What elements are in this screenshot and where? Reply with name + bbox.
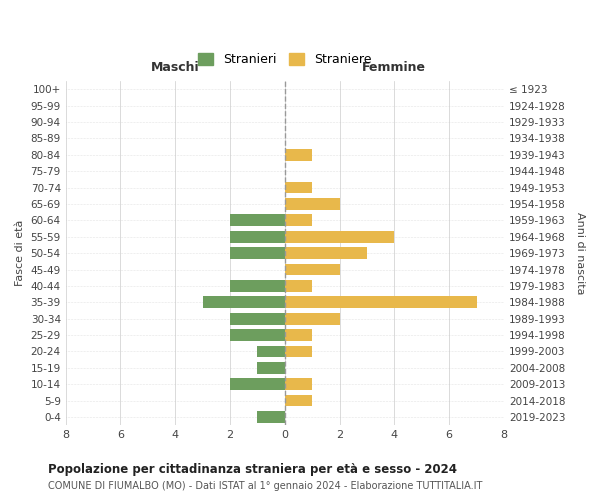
Bar [230, 378, 285, 390]
Bar [285, 231, 394, 242]
Bar [230, 231, 285, 242]
Bar [230, 313, 285, 324]
Legend: Stranieri, Straniere: Stranieri, Straniere [194, 50, 376, 70]
Bar [285, 346, 312, 358]
Bar [285, 198, 340, 210]
Bar [285, 329, 312, 341]
Bar [285, 280, 312, 292]
Text: Popolazione per cittadinanza straniera per età e sesso - 2024: Popolazione per cittadinanza straniera p… [48, 462, 457, 475]
Y-axis label: Fasce di età: Fasce di età [15, 220, 25, 286]
Bar [285, 247, 367, 259]
Bar [285, 214, 312, 226]
Bar [285, 264, 340, 276]
Text: COMUNE DI FIUMALBO (MO) - Dati ISTAT al 1° gennaio 2024 - Elaborazione TUTTITALI: COMUNE DI FIUMALBO (MO) - Dati ISTAT al … [48, 481, 482, 491]
Bar [230, 214, 285, 226]
Bar [285, 149, 312, 160]
Bar [285, 296, 476, 308]
Bar [230, 247, 285, 259]
Bar [257, 411, 285, 423]
Bar [285, 378, 312, 390]
Bar [230, 329, 285, 341]
Bar [203, 296, 285, 308]
Bar [230, 280, 285, 292]
Bar [257, 362, 285, 374]
Text: Maschi: Maschi [151, 61, 200, 74]
Bar [285, 394, 312, 406]
Bar [257, 346, 285, 358]
Text: Femmine: Femmine [362, 61, 427, 74]
Bar [285, 182, 312, 194]
Bar [285, 313, 340, 324]
Y-axis label: Anni di nascita: Anni di nascita [575, 212, 585, 294]
